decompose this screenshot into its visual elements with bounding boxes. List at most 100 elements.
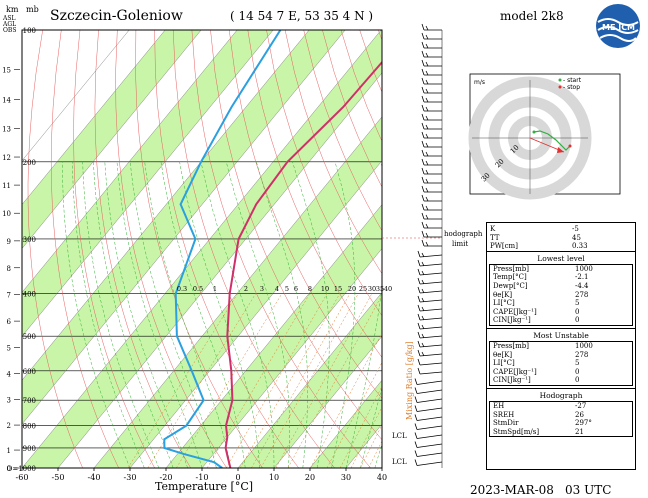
wind-barb-flag (421, 149, 425, 157)
x-tick-label: -20 (160, 473, 173, 482)
hodograph-limit-label-2: limit (452, 240, 468, 248)
wind-barb-staff (419, 362, 443, 366)
mu-theta-label: θe[K] (493, 350, 513, 359)
x-tick-label: -60 (16, 473, 29, 482)
mixing-ratio-label: 25 (359, 285, 367, 293)
moist-adiabat (93, 161, 174, 468)
mu-cape-label: CAPE[Jkg⁻¹] (493, 367, 537, 376)
pressure-tick-label: 200 (23, 159, 36, 167)
dry-adiabat (247, 30, 382, 358)
wind-barb-flag (421, 230, 425, 238)
wind-barb-flag (421, 104, 425, 112)
km-tick-label: 13 (2, 126, 11, 134)
isotherm-line (93, 116, 382, 468)
wind-barb-flag (421, 113, 425, 121)
hodograph: m/s 10 20 30 - start - stop (468, 73, 621, 200)
mixing-ratio-line (350, 406, 382, 468)
dry-adiabat (228, 30, 382, 400)
wind-barb-flag (421, 59, 425, 67)
obs-label: OBS (3, 27, 16, 34)
km-tick-label: 10 (2, 210, 11, 218)
mu-press-label: Press[mb] (493, 341, 529, 350)
isotherms (22, 30, 382, 468)
mixing-ratio-label: 20 (348, 285, 356, 293)
isotherm-line (22, 30, 166, 205)
mixing-ratio-label: 0.3 (177, 285, 187, 293)
lowest-temp-label: Temp[°C] (493, 273, 527, 282)
wind-barb-flag (421, 194, 425, 202)
mu-li-value: 5 (575, 359, 580, 368)
moist-adiabat (116, 161, 203, 468)
dry-adiabat (154, 30, 299, 468)
wind-barb-flag (421, 158, 425, 166)
time-label: 03 UTC (565, 483, 611, 497)
mixing-ratio-label: 0.5 (193, 285, 203, 293)
wind-barb-flag (421, 23, 425, 31)
wind-barb-flag (421, 297, 425, 303)
mixing-ratio-label: 30 (368, 285, 376, 293)
mixing-ratio-line (206, 293, 310, 468)
wind-barb-flag (421, 239, 425, 247)
isotherm-line (22, 30, 274, 337)
wind-barb-flag (421, 351, 425, 357)
wind-barb-staff (416, 389, 443, 394)
wind-barb-flag (414, 387, 418, 394)
mixing-ratio-line (260, 293, 359, 468)
wind-barb-flag (425, 169, 429, 175)
wind-barb-flag (421, 203, 425, 211)
pressure-tick-label: 800 (23, 423, 36, 431)
sounding-traces (163, 30, 382, 468)
wind-barb-flag (421, 270, 425, 276)
mu-press-value: 1000 (575, 341, 593, 350)
wind-barb-flag (421, 140, 425, 148)
mixing-ratio-line (239, 293, 340, 468)
lowest-cin-value: 0 (575, 316, 580, 325)
km-tick-label: 4 (7, 371, 12, 379)
mixing-ratio-line (310, 332, 382, 468)
km-axis-label: km (6, 5, 19, 14)
x-tick-label: -50 (52, 473, 65, 482)
pressure-tick-label: 300 (23, 236, 36, 244)
hodograph-legend-start: - start (563, 77, 582, 84)
hodograph-limit-label-1: hodograph (444, 230, 483, 238)
mixing-ratio-label: 3 (260, 285, 264, 293)
mixing-ratio-lines (127, 293, 382, 468)
wind-barb-staff (416, 443, 443, 448)
dry-adiabat (266, 30, 382, 317)
lowest-press-label: Press[mb] (493, 264, 529, 273)
isotherm-line (309, 379, 382, 468)
wind-barb-flag (417, 358, 421, 366)
wind-barb-flag (414, 378, 418, 385)
wind-barb-staff (416, 434, 443, 439)
lowest-cape-label: CAPE[Jkg⁻¹] (493, 307, 537, 316)
isotherm-line (129, 160, 382, 468)
mu-li-label: LI[°C] (493, 359, 515, 368)
pressure-tick-label: 400 (23, 291, 36, 299)
mixing-ratio-line (176, 293, 282, 468)
wind-barb-flag (421, 131, 425, 139)
wind-barb-flag (421, 86, 425, 94)
dry-adiabat (210, 30, 382, 441)
lowest-temp-value: -2.1 (575, 273, 589, 282)
mixing-ratio-label: 2 (244, 285, 248, 293)
stmdir-label: StmDir (493, 419, 519, 428)
wind-barb-flag (425, 70, 429, 76)
wind-barb-flag (414, 459, 418, 466)
station-title: Szczecin-Goleniow (50, 8, 183, 24)
wind-barb-flag (421, 32, 425, 40)
hodograph-start-marker (558, 78, 562, 82)
wind-barb-flag (425, 196, 429, 202)
isotherm-line (22, 30, 202, 249)
pressure-tick-label: 500 (23, 333, 36, 341)
pressure-tick-label: 600 (23, 368, 36, 376)
pressure-tick-labels: 100 200 300 400 500 600 700 800 900 O=1000 (7, 27, 36, 473)
x-axis-title: Temperature [°C] (155, 480, 253, 493)
x-tick-label: 20 (305, 473, 315, 482)
isotherm-line (22, 30, 346, 425)
wind-barb-flag (414, 450, 418, 457)
wind-barb-flag (417, 313, 421, 321)
date-label: 2023-MAR-08 (470, 483, 554, 497)
wind-barb-flag (425, 106, 429, 112)
hodograph-ring-30: 30 (480, 171, 492, 183)
km-tick-label: 14 (2, 96, 11, 104)
